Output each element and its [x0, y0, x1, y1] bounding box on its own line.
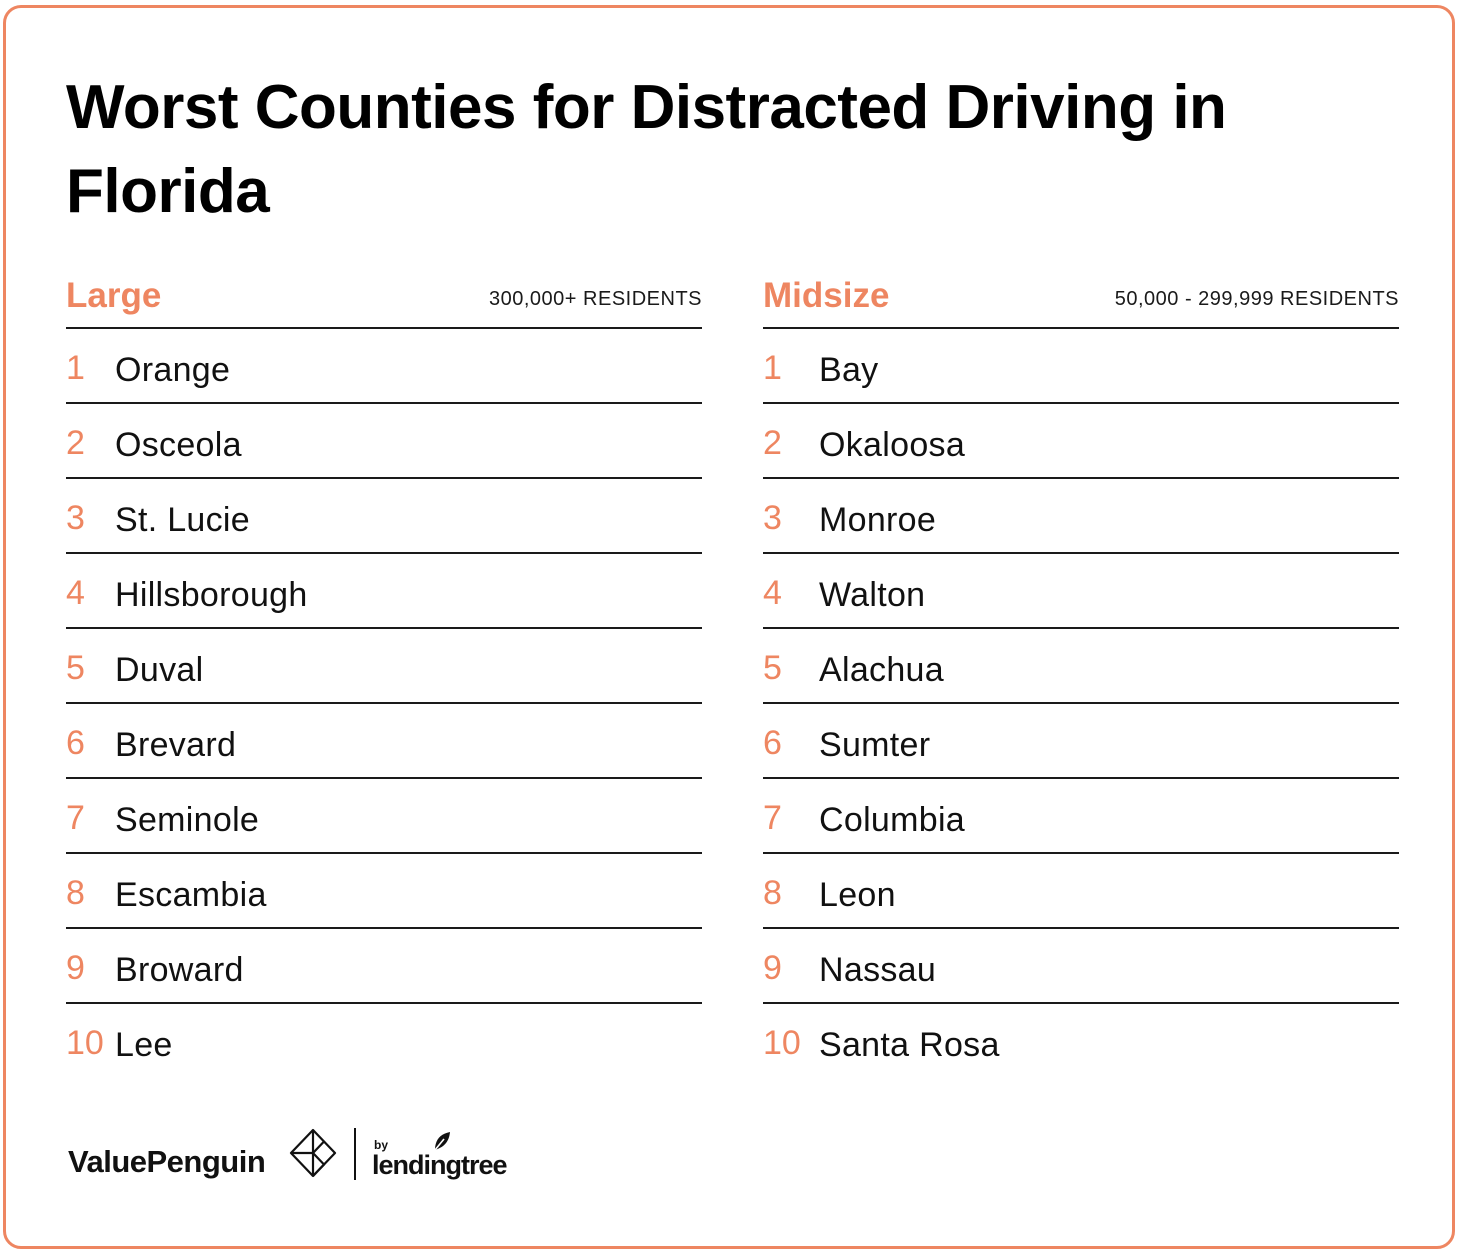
county-name: Escambia — [115, 876, 267, 914]
rank-number: 8 — [66, 874, 85, 912]
county-name: Walton — [819, 576, 926, 614]
penguin-mark-icon — [289, 1128, 337, 1178]
county-name: Alachua — [819, 651, 944, 689]
county-name: Nassau — [819, 951, 937, 989]
rank-number: 4 — [763, 574, 782, 612]
rank-number: 5 — [66, 649, 85, 687]
column-header: Midsize 50,000 - 299,999 RESIDENTS — [763, 270, 1399, 329]
rank-number: 9 — [66, 949, 85, 987]
list-item: 5 Duval — [66, 629, 702, 704]
county-name: Osceola — [115, 426, 242, 464]
county-name: Santa Rosa — [819, 1026, 1000, 1064]
rank-number: 4 — [66, 574, 85, 612]
county-name: Orange — [115, 351, 231, 389]
list-item: 5 Alachua — [763, 629, 1399, 704]
county-name: Broward — [115, 951, 244, 989]
rank-number: 3 — [763, 499, 782, 537]
rank-number: 2 — [763, 424, 782, 462]
residents-range: 50,000 - 299,999 RESIDENTS — [1114, 288, 1399, 310]
list-item: 8 Leon — [763, 854, 1399, 929]
list-item: 1 Orange — [66, 329, 702, 404]
brand-divider — [354, 1128, 356, 1180]
list-item: 9 Nassau — [763, 929, 1399, 1004]
county-name: Okaloosa — [819, 426, 966, 464]
list-item: 8 Escambia — [66, 854, 702, 929]
list-item: 9 Broward — [66, 929, 702, 1004]
list-item: 7 Seminole — [66, 779, 702, 854]
rank-number: 6 — [763, 724, 782, 762]
county-name: Columbia — [819, 801, 966, 839]
list-item: 1 Bay — [763, 329, 1399, 404]
brand-footer: ValuePenguin by lendingtree — [66, 1126, 586, 1186]
list-item: 2 Okaloosa — [763, 404, 1399, 479]
rank-number: 1 — [66, 349, 85, 387]
county-name: St. Lucie — [115, 501, 250, 539]
rank-list: 1 Orange 2 Osceola 3 St. Lucie 4 Hillsbo… — [66, 329, 702, 1077]
county-name: Hillsborough — [115, 576, 308, 614]
partner-logo: lendingtree — [372, 1150, 508, 1180]
residents-range: 300,000+ RESIDENTS — [489, 288, 702, 310]
column-header: Large 300,000+ RESIDENTS — [66, 270, 702, 329]
list-item: 10 Lee — [66, 1004, 702, 1077]
county-name: Lee — [115, 1026, 173, 1064]
county-name: Bay — [819, 351, 879, 389]
rank-number: 1 — [763, 349, 782, 387]
list-item: 3 Monroe — [763, 479, 1399, 554]
category-label: Large — [66, 276, 162, 315]
list-item: 7 Columbia — [763, 779, 1399, 854]
list-item: 6 Sumter — [763, 704, 1399, 779]
county-name: Monroe — [819, 501, 937, 539]
rank-number: 2 — [66, 424, 85, 462]
county-name: Duval — [115, 651, 204, 689]
leaf-icon — [434, 1132, 450, 1151]
rank-number: 9 — [763, 949, 782, 987]
brand-name: ValuePenguin — [68, 1144, 266, 1179]
rank-number: 8 — [763, 874, 782, 912]
list-item: 4 Walton — [763, 554, 1399, 629]
by-label: by — [374, 1138, 389, 1152]
infographic-card: Worst Counties for Distracted Driving in… — [3, 5, 1455, 1249]
rank-number: 5 — [763, 649, 782, 687]
page-title: Worst Counties for Distracted Driving in… — [66, 73, 1227, 226]
county-name: Sumter — [819, 726, 931, 764]
list-item: 3 St. Lucie — [66, 479, 702, 554]
rank-list: 1 Bay 2 Okaloosa 3 Monroe 4 Walton 5 Ala… — [763, 329, 1399, 1077]
county-name: Brevard — [115, 726, 237, 764]
list-item: 6 Brevard — [66, 704, 702, 779]
category-label: Midsize — [763, 276, 890, 315]
rank-number: 7 — [66, 799, 85, 837]
rank-number: 6 — [66, 724, 85, 762]
rank-number: 3 — [66, 499, 85, 537]
county-name: Leon — [819, 876, 896, 914]
list-item: 4 Hillsborough — [66, 554, 702, 629]
rank-number: 7 — [763, 799, 782, 837]
list-item: 2 Osceola — [66, 404, 702, 479]
list-item: 10 Santa Rosa — [763, 1004, 1399, 1077]
rank-number: 10 — [763, 1024, 801, 1062]
county-name: Seminole — [115, 801, 260, 839]
rank-number: 10 — [66, 1024, 104, 1062]
